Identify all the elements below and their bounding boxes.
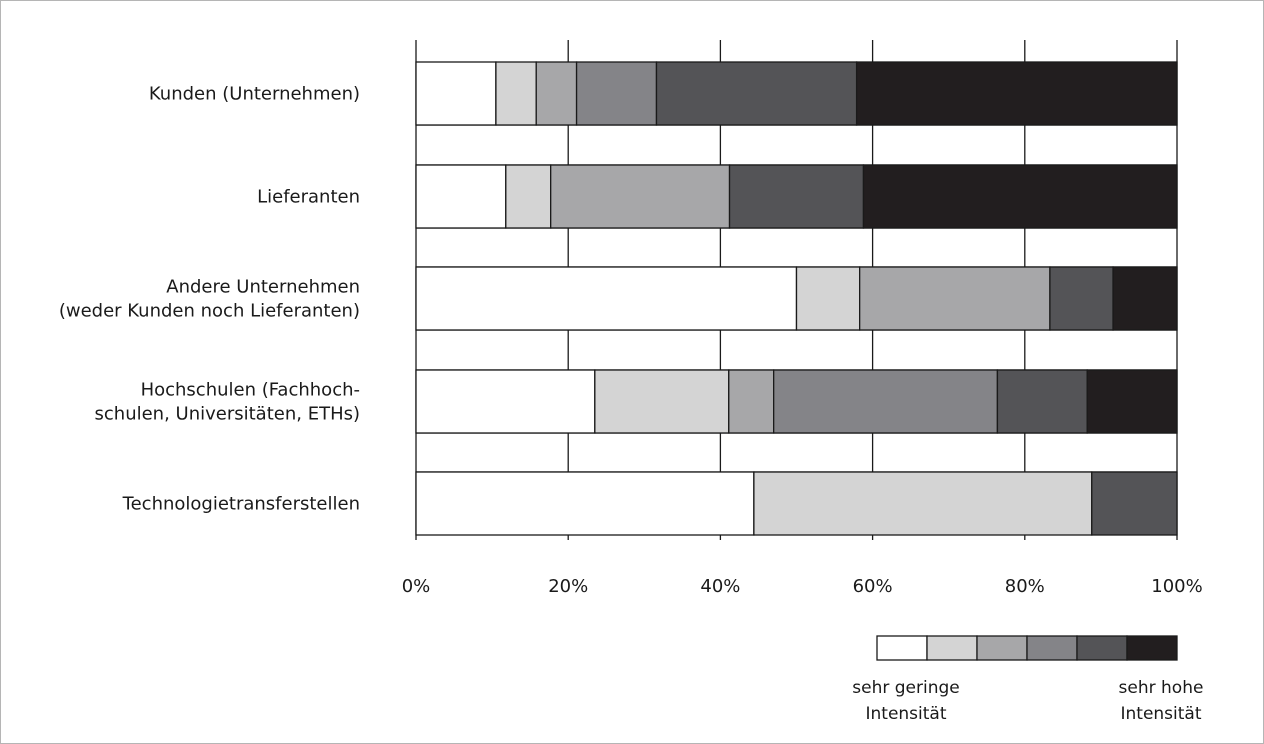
legend: sehr geringe Intensität sehr hohe Intensitä… (852, 635, 1204, 724)
bar-segment (495, 61, 537, 126)
legend-low-label: Intensität (865, 704, 946, 724)
bar-segment (1091, 471, 1178, 536)
bar-segment (415, 61, 497, 126)
bar-segment (753, 471, 1093, 536)
x-tick-label: 20% (548, 576, 588, 597)
bar-segment (594, 369, 730, 434)
bar-segment (862, 164, 1178, 229)
bars-layer (415, 61, 1178, 536)
bar-segment (415, 266, 798, 331)
bar-segment (728, 369, 775, 434)
bar-segment (1112, 266, 1178, 331)
bar-segment (1049, 266, 1114, 331)
x-tick-label: 80% (1005, 576, 1045, 597)
x-tick-label: 0% (402, 576, 431, 597)
x-tick-label: 100% (1151, 576, 1202, 597)
bar-segment (859, 266, 1051, 331)
bar-segment (795, 266, 861, 331)
legend-swatch (926, 635, 978, 661)
category-labels: Kunden (Unternehmen) Lieferanten Andere Un… (59, 84, 360, 515)
bar-segment (773, 369, 999, 434)
x-tick-labels: 0% 20% 40% 60% 80% 100% (402, 576, 1203, 597)
bar-segment (728, 164, 865, 229)
bar-segment (415, 369, 596, 434)
bar-segment (655, 61, 858, 126)
category-label: schulen, Universitäten, ETHs) (95, 404, 360, 425)
category-label: Hochschulen (Fachhoch- (141, 380, 360, 401)
category-label: Technologietransferstellen (122, 494, 360, 515)
legend-swatch (1126, 635, 1178, 661)
category-label: (weder Kunden noch Lieferanten) (59, 301, 360, 322)
bar-segment (550, 164, 731, 229)
bar-segment (535, 61, 578, 126)
bar-segment (855, 61, 1178, 126)
category-label: Andere Unternehmen (166, 277, 360, 298)
legend-low-label: sehr geringe (852, 678, 959, 698)
legend-swatch (1026, 635, 1078, 661)
category-label: Kunden (Unternehmen) (149, 84, 360, 105)
category-label: Lieferanten (257, 187, 360, 208)
bar-segment (996, 369, 1088, 434)
bar-segment (415, 471, 755, 536)
legend-swatch (1076, 635, 1128, 661)
bar-segment (1086, 369, 1178, 434)
bar-segment (505, 164, 552, 229)
bar-segment (575, 61, 658, 126)
x-tick-label: 60% (853, 576, 893, 597)
legend-swatch (876, 635, 928, 661)
legend-high-label: sehr hohe (1119, 678, 1204, 698)
legend-high-label: Intensität (1120, 704, 1201, 724)
bar-segment (415, 164, 507, 229)
x-tick-label: 40% (700, 576, 740, 597)
legend-swatch (976, 635, 1028, 661)
